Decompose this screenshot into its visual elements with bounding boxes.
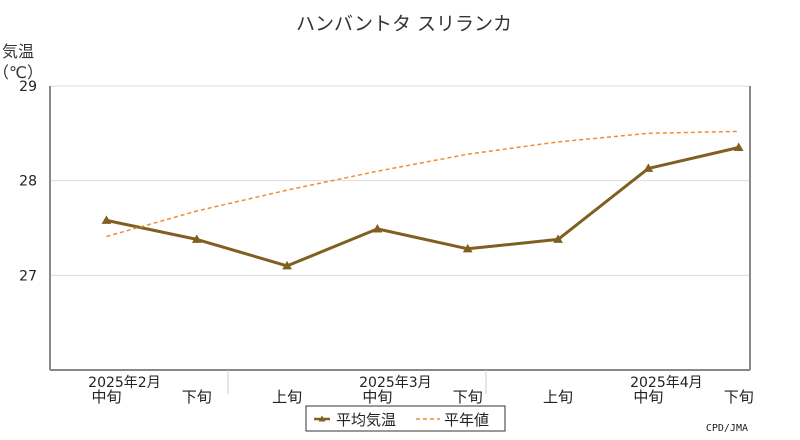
- series-layer: [101, 130, 744, 270]
- y-tick-label: 29: [19, 79, 37, 95]
- x-tick-label: 上旬: [272, 388, 302, 406]
- y-axis-label-line2: （℃）: [0, 63, 43, 82]
- x-tick-label: 下旬: [182, 388, 212, 406]
- series-line-avg: [106, 146, 740, 268]
- chart-title: ハンバントタ スリランカ: [296, 13, 512, 35]
- legend-label-avg: 平均気温: [336, 411, 396, 429]
- legend-label-normal: 平年値: [444, 411, 489, 429]
- data-point-avg: [462, 243, 473, 253]
- data-point-avg: [101, 215, 112, 224]
- data-point-avg: [372, 223, 383, 233]
- month-label: 2025年3月: [359, 375, 432, 391]
- x-tick-label: 下旬: [724, 388, 754, 406]
- data-point-avg: [553, 234, 563, 243]
- legend-box: [305, 405, 506, 432]
- credit-label: CPD/JMA: [706, 423, 748, 434]
- data-point-avg: [282, 260, 292, 270]
- data-point-avg: [643, 163, 654, 172]
- series-line-normal: [106, 130, 739, 238]
- x-tick-label: 上旬: [543, 388, 573, 406]
- month-label: 2025年2月: [88, 375, 161, 391]
- legend-marker-avg: [318, 415, 326, 422]
- x-tick-label: 中旬: [362, 388, 392, 406]
- legend: 平均気温 平年値: [305, 405, 506, 432]
- data-point-avg: [191, 234, 202, 243]
- x-tick-label: 下旬: [453, 388, 483, 406]
- month-label: 2025年4月: [630, 375, 703, 391]
- data-point-avg: [733, 142, 744, 152]
- plot-area: [50, 86, 750, 370]
- x-tick-label: 中旬: [91, 388, 121, 406]
- y-tick-label: 27: [19, 268, 37, 284]
- x-tick-label: 中旬: [633, 388, 663, 406]
- y-tick-label: 28: [19, 174, 37, 190]
- y-axis-label-line1: 気温: [2, 42, 34, 61]
- x-axis: 中旬 下旬 上旬 中旬 下旬 上旬 中旬 下旬 2025年2月 2025年3月 2025年4月: [88, 370, 754, 406]
- y-tick-labels: 27 28 29: [19, 79, 37, 284]
